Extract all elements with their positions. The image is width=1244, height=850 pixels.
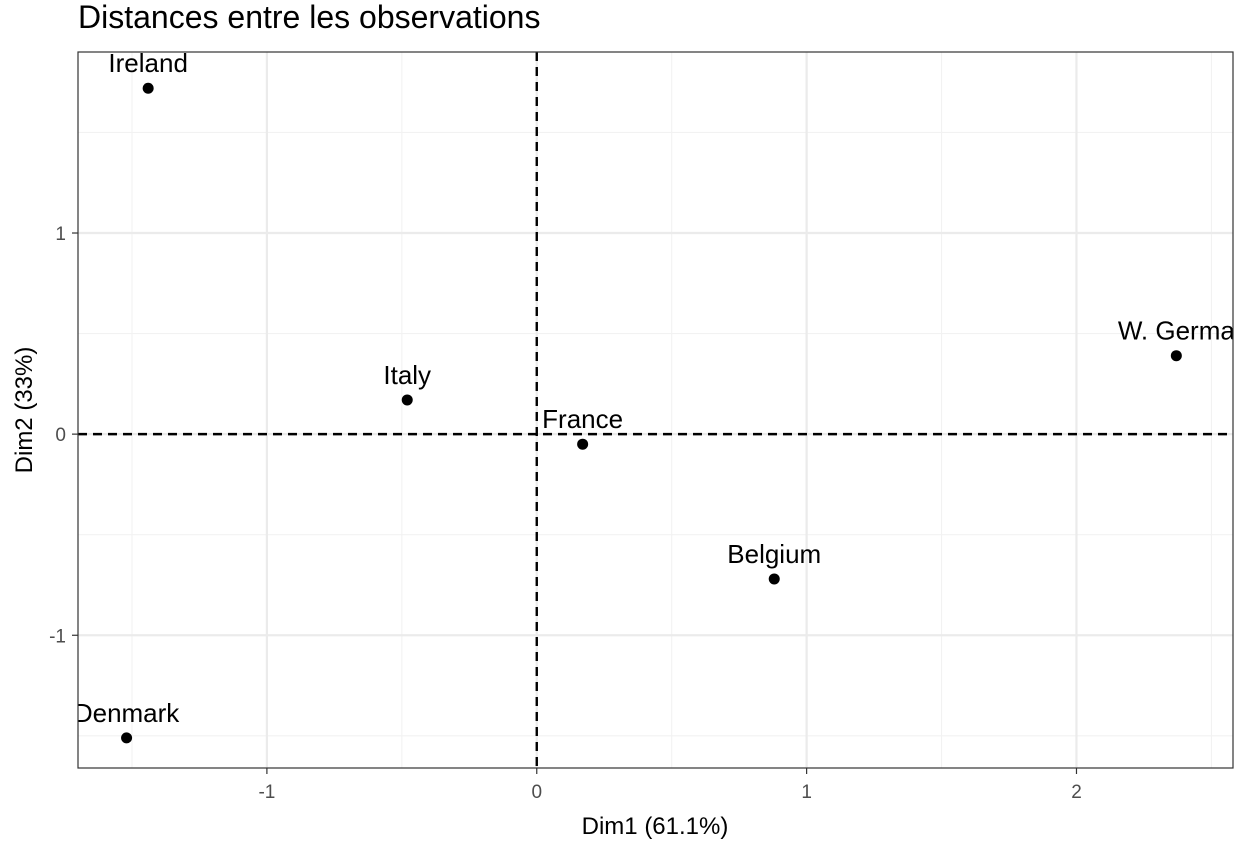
y-axis-ticks: -1 0 1: [49, 224, 78, 647]
chart-title: Distances entre les observations: [78, 0, 540, 35]
point-label: Ireland: [108, 48, 188, 78]
y-tick-label: 1: [55, 224, 66, 245]
x-axis-ticks: -1 0 1 2: [258, 768, 1082, 803]
y-axis-title: Dim2 (33%): [11, 347, 38, 474]
plot-panel-border: [77, 51, 1234, 769]
point-label: France: [542, 404, 623, 434]
data-point: [1170, 350, 1182, 362]
reference-lines: [78, 52, 1233, 768]
y-tick-label: 0: [55, 425, 66, 446]
data-point: [577, 438, 589, 450]
data-points: Ireland Italy France W. Germa Belgium Denmark: [74, 48, 1236, 744]
grid-minor: [78, 52, 1233, 768]
x-tick-label: 2: [1071, 782, 1082, 803]
x-tick-label: -1: [258, 782, 275, 803]
plot-panel-background: [78, 52, 1233, 768]
data-point: [121, 732, 133, 744]
point-label: Italy: [383, 360, 431, 390]
x-axis-title: Dim1 (61.1%): [582, 813, 729, 840]
x-tick-label: 0: [531, 782, 542, 803]
data-point: [142, 82, 154, 94]
data-point: [768, 573, 780, 585]
point-label: Denmark: [74, 698, 180, 728]
point-label: W. Germa: [1118, 316, 1236, 346]
data-point: [401, 394, 413, 406]
x-tick-label: 1: [801, 782, 812, 803]
y-tick-label: -1: [49, 626, 66, 647]
point-label: Belgium: [727, 539, 821, 569]
